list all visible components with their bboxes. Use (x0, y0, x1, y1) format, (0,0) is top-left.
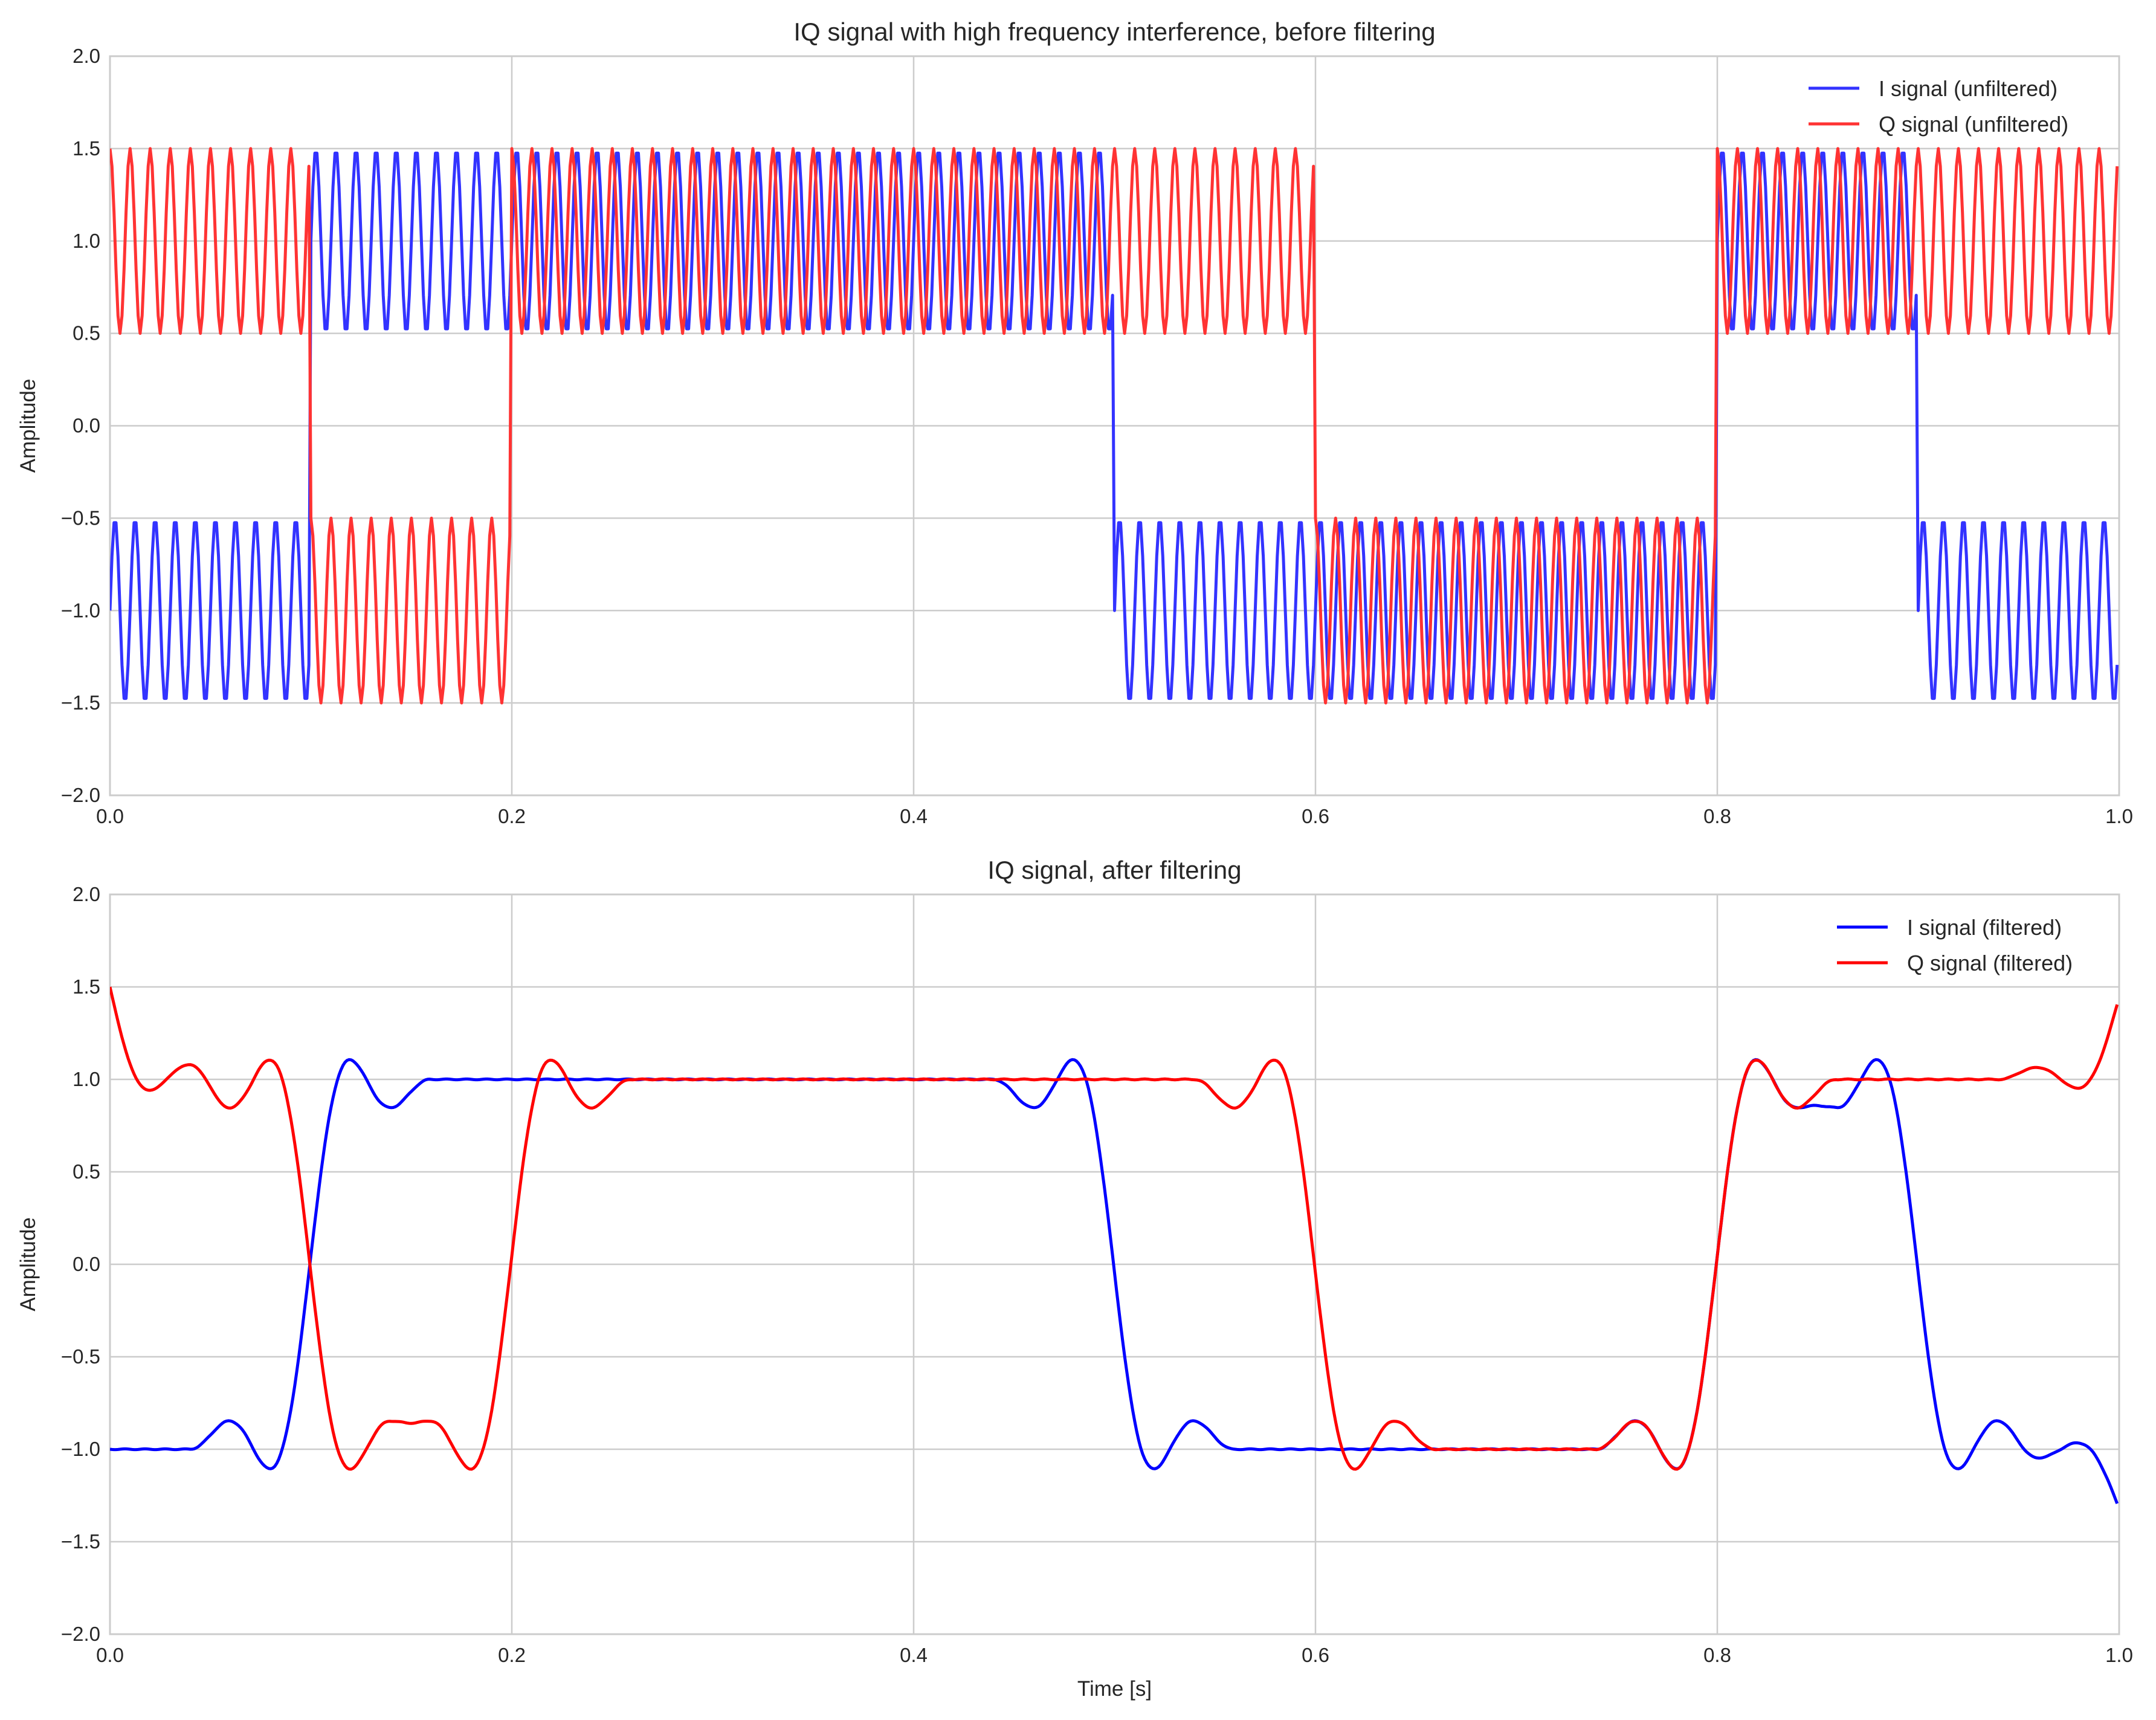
x-axis-label: Time [s] (1077, 1677, 1152, 1701)
x-tick-label: 0.4 (900, 805, 928, 827)
y-tick-label: 2.0 (73, 45, 100, 67)
legend: I signal (filtered) Q signal (filtered) (1837, 915, 2073, 975)
x-tick-label: 1.0 (2105, 1644, 2133, 1666)
legend-label: Q signal (filtered) (1907, 951, 2073, 975)
y-tick-label: −1.5 (61, 691, 100, 714)
legend-label: Q signal (unfiltered) (1879, 112, 2068, 137)
x-tick-label: 0.4 (900, 1644, 928, 1666)
i-signal-line (110, 151, 2119, 700)
x-tick-label: 0.6 (1302, 1644, 1329, 1666)
q-signal-line (110, 147, 2119, 705)
y-tick-label: 0.0 (73, 1253, 100, 1275)
y-tick-label: −1.5 (61, 1530, 100, 1553)
x-tick-label: 0.8 (1703, 805, 1731, 827)
axes-frame (109, 55, 2120, 797)
y-tick-label: 1.0 (73, 230, 100, 252)
y-tick-label: 1.5 (73, 137, 100, 160)
x-tick-label: 1.0 (2105, 805, 2133, 827)
y-tick-label: −0.5 (61, 506, 100, 529)
y-tick-label: −2.0 (61, 784, 100, 806)
filtered-subplot: 0.0 0.2 0.4 0.6 0.8 1.0 −2.0 −1.5 −1.0 −0.5 0.0 0.5… (16, 856, 2133, 1701)
unfiltered-subplot: 0.0 0.2 0.4 0.6 0.8 1.0 −2.0 −1.5 −1.0 −0.5 0.0 0.5… (16, 18, 2133, 827)
chart-title: IQ signal, after filtering (987, 856, 1241, 884)
y-tick-label: −1.0 (61, 599, 100, 621)
y-tick-label: 0.0 (73, 415, 100, 437)
q-signal-line (110, 986, 2119, 1471)
x-tick-label: 0.0 (96, 1644, 124, 1666)
y-tick-label: 0.5 (73, 322, 100, 344)
x-tick-label: 0.6 (1302, 805, 1329, 827)
legend-label: I signal (filtered) (1907, 915, 2062, 940)
x-tick-label: 0.8 (1703, 1644, 1731, 1666)
chart-title: IQ signal with high frequency interferen… (793, 18, 1435, 46)
y-tick-label: 1.0 (73, 1068, 100, 1090)
x-tick-label: 0.2 (498, 1644, 526, 1666)
y-axis-label: Amplitude (16, 1217, 40, 1311)
axes-frame (109, 893, 2120, 1635)
y-axis-label: Amplitude (16, 379, 40, 473)
y-tick-label: 0.5 (73, 1160, 100, 1183)
x-tick-label: 0.2 (498, 805, 526, 827)
legend: I signal (unfiltered) Q signal (unfiltere… (1809, 76, 2068, 137)
y-tick-label: −1.0 (61, 1438, 100, 1460)
x-tick-label: 0.0 (96, 805, 124, 827)
y-tick-label: 1.5 (73, 975, 100, 998)
y-tick-label: −0.5 (61, 1345, 100, 1368)
y-tick-label: −2.0 (61, 1623, 100, 1645)
legend-label: I signal (unfiltered) (1879, 76, 2058, 101)
y-tick-label: 2.0 (73, 883, 100, 905)
